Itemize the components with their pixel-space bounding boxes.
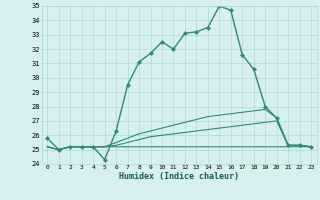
- X-axis label: Humidex (Indice chaleur): Humidex (Indice chaleur): [119, 172, 239, 181]
